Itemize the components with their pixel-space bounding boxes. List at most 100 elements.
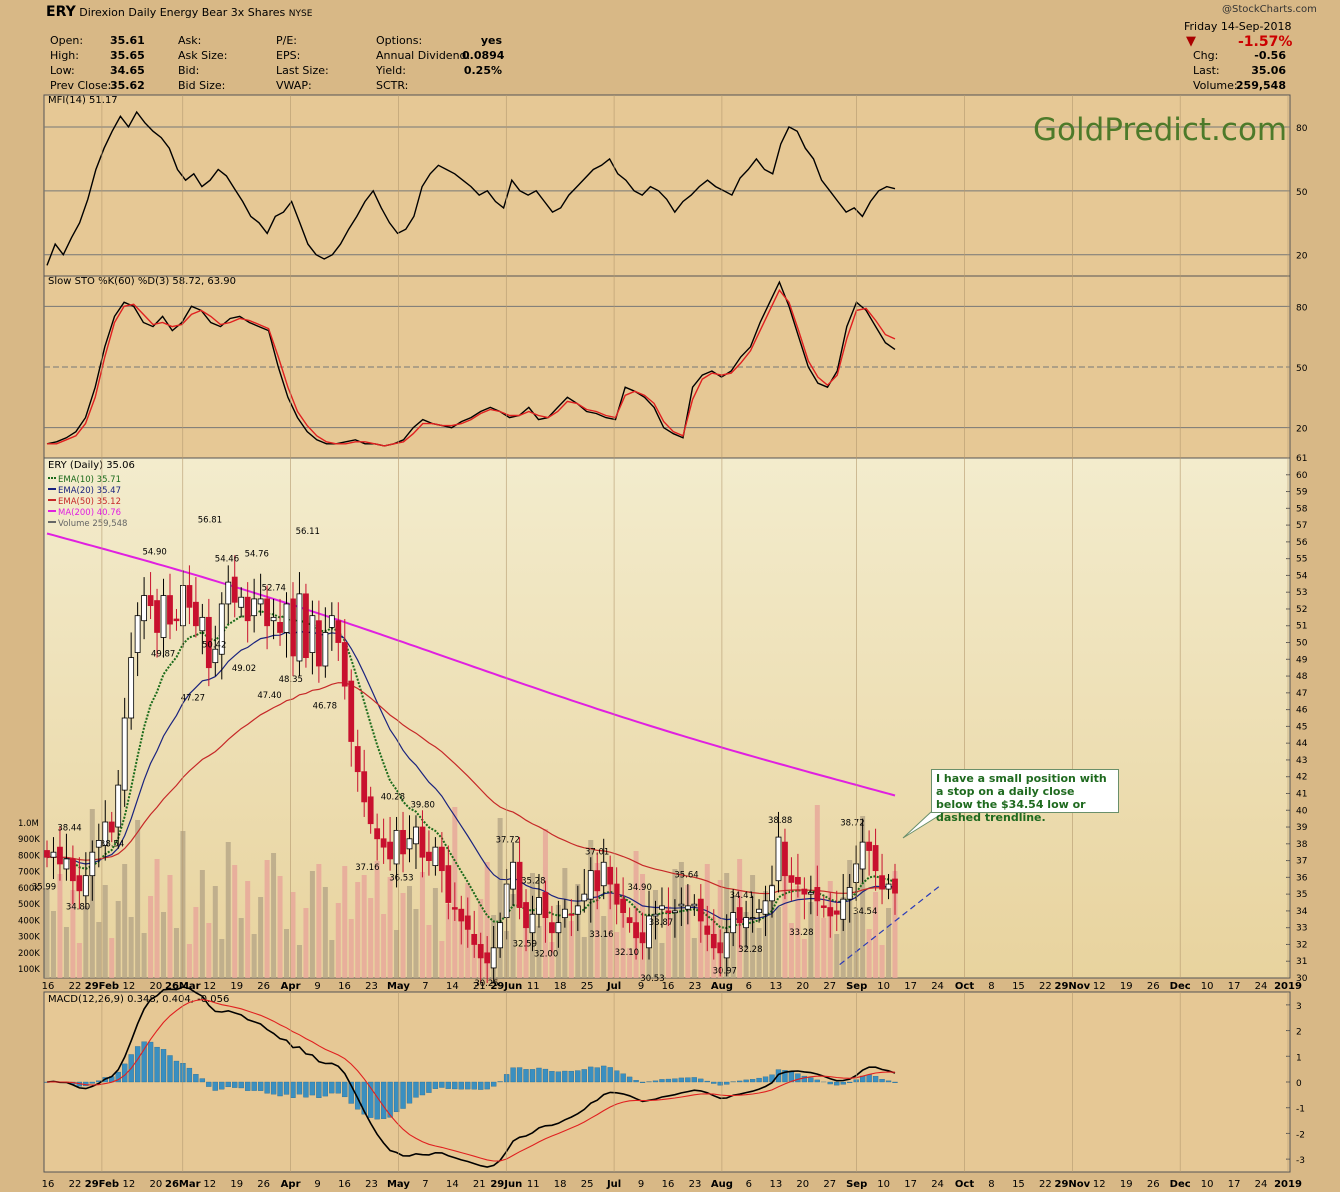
macd-histogram-bar: [536, 1067, 542, 1083]
candle-body: [328, 615, 335, 628]
macd-histogram-bar: [782, 1070, 788, 1083]
candle-body: [361, 771, 368, 803]
macd-histogram-bar: [626, 1076, 633, 1083]
volume-bar: [148, 896, 154, 978]
macd-histogram-bar: [471, 1081, 477, 1090]
x-tick-label: 26: [1147, 1179, 1160, 1190]
y-tick-label: 50: [1296, 364, 1308, 374]
macd-histogram-bar: [167, 1055, 173, 1083]
x-tick-label: 6: [746, 1179, 752, 1190]
y-tick-label: 59: [1296, 488, 1308, 498]
y-tick-label: -1: [1296, 1105, 1305, 1115]
volume-bar: [536, 926, 542, 978]
candle-body: [652, 913, 659, 917]
x-tick-label: Apr: [281, 1179, 301, 1190]
volume-bar: [445, 904, 451, 978]
price-label: 54.76: [245, 550, 269, 560]
volume-bar: [886, 908, 892, 978]
ticker-symbol: ERY: [46, 4, 76, 20]
x-tick-label: 20: [796, 1179, 809, 1190]
volume-bar: [808, 902, 814, 978]
macd-histogram-bar: [134, 1046, 141, 1083]
x-tick-label: 29Nov: [1055, 1179, 1091, 1190]
candle-body: [95, 840, 102, 848]
x-tick-label: 9: [638, 981, 644, 992]
volume-bar: [413, 909, 419, 978]
x-tick-label: 13: [769, 981, 782, 992]
x-tick-label: 23: [689, 1179, 702, 1190]
series-line-0: [46, 280, 896, 447]
volume-bar: [419, 872, 425, 978]
chart-header: ERY Direxion Daily Energy Bear 3x Shares…: [46, 4, 312, 20]
y-tick-label: 30: [1296, 974, 1308, 984]
candle-body: [341, 642, 348, 687]
x-tick-label: 29Jun: [490, 981, 522, 992]
volume-bar: [439, 941, 445, 978]
x-tick-label: 20: [149, 1179, 162, 1190]
candle-body: [801, 888, 808, 895]
price-label: 46.78: [313, 702, 337, 712]
price-label: 54.90: [142, 547, 166, 557]
volume-bar: [853, 913, 859, 978]
x-tick-label: Dec: [1170, 981, 1191, 992]
macd-histogram-bar: [296, 1081, 303, 1095]
volume-bar: [296, 945, 302, 978]
volume-bar: [102, 885, 108, 978]
volume-bar: [691, 938, 697, 978]
y-tick-label: 51: [1296, 622, 1307, 632]
y-tick-label: 80: [1296, 303, 1308, 313]
header-field-label: Annual Dividend:: [376, 49, 471, 62]
volume-bar: [322, 887, 328, 978]
candle-body: [600, 861, 607, 887]
candle-body: [574, 905, 581, 915]
x-tick-label: 2019: [1274, 1179, 1302, 1190]
candle-body: [257, 598, 264, 605]
price-label: 47.27: [181, 693, 205, 703]
x-tick-label: 14: [446, 981, 459, 992]
volume-bar: [581, 937, 587, 978]
x-tick-label: 26: [1147, 981, 1160, 992]
candle-body: [853, 863, 860, 883]
macd-signal-line: [46, 999, 896, 1162]
candle-body: [516, 861, 523, 908]
x-tick-label: 12: [1093, 981, 1106, 992]
macd-histogram-bar: [503, 1074, 510, 1083]
macd-histogram-bar: [393, 1081, 400, 1113]
volume-bar: [76, 943, 82, 978]
y-tick-label: 50: [1296, 639, 1308, 649]
candle-body: [451, 907, 458, 910]
x-tick-label: 26: [257, 1179, 270, 1190]
candle-body: [303, 593, 309, 659]
volume-bar: [251, 934, 257, 978]
volume-bar: [769, 884, 775, 978]
macd-histogram-bar: [380, 1081, 387, 1119]
x-tick-label: 8: [988, 1179, 994, 1190]
volume-bar: [329, 940, 335, 978]
candle-body: [354, 746, 361, 773]
volume-bar: [614, 932, 620, 978]
candle-body: [633, 922, 639, 939]
x-tick-label: 23: [365, 1179, 378, 1190]
candle-body: [205, 616, 212, 669]
x-tick-label: 22: [1039, 1179, 1052, 1190]
candle-body: [231, 576, 238, 603]
candle-body: [283, 603, 290, 633]
macd-histogram-bar: [749, 1079, 756, 1083]
candle-body: [620, 898, 627, 913]
macd-histogram-bar: [277, 1081, 283, 1097]
volume-bar: [432, 888, 438, 978]
change-percent: -1.57%: [1238, 34, 1293, 50]
volume-bar: [620, 895, 626, 978]
macd-histogram-bar: [549, 1071, 555, 1083]
candle-body: [775, 836, 782, 882]
volume-bar: [258, 897, 264, 978]
source-label: @StockCharts.com: [1222, 4, 1317, 15]
volume-bar: [271, 853, 277, 978]
macd-line: [46, 986, 896, 1168]
macd-histogram-bar: [601, 1065, 607, 1083]
macd-histogram-bar: [866, 1074, 872, 1083]
macd-histogram-bar: [581, 1069, 587, 1083]
volume-bar: [659, 943, 665, 978]
candle-body: [581, 893, 588, 902]
legend-label: EMA(50) 35.12: [58, 497, 121, 507]
